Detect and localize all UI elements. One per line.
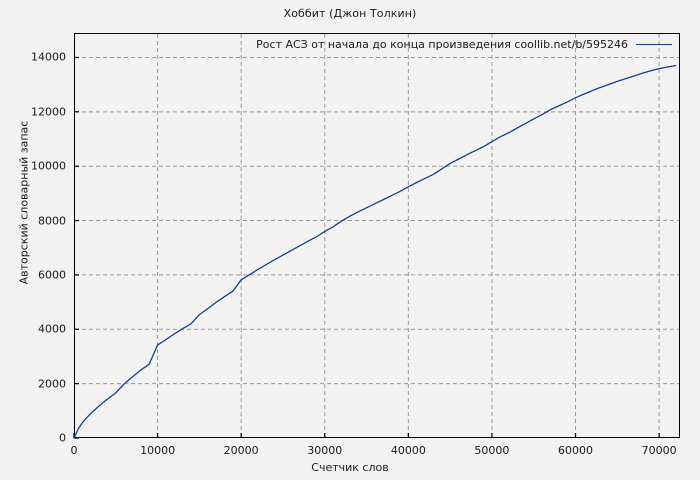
- plot-area: [74, 33, 680, 438]
- x-tick-label: 30000: [307, 444, 343, 457]
- y-tick-label: 10000: [31, 159, 66, 173]
- y-tick-label: 14000: [31, 50, 66, 64]
- legend-color-swatch: [636, 43, 672, 45]
- y-tick-label: 0: [59, 431, 66, 445]
- y-tick-label: 8000: [38, 214, 66, 228]
- x-tick-label: 20000: [223, 444, 259, 457]
- chart-legend: Рост АСЗ от начала до конца произведения…: [74, 33, 680, 55]
- y-axis-title: Авторский словарный запас: [17, 120, 31, 285]
- x-tick-label: 40000: [390, 444, 426, 457]
- y-tick-label: 12000: [31, 105, 66, 119]
- chart-title: Хоббит (Джон Толкин): [283, 7, 417, 20]
- y-tick-label: 6000: [38, 268, 66, 282]
- x-tick-label: 10000: [140, 444, 176, 457]
- legend-entry-label: Рост АСЗ от начала до конца произведения…: [256, 37, 628, 51]
- y-tick-label: 2000: [38, 377, 66, 391]
- x-tick-label: 60000: [558, 444, 594, 457]
- x-tick-label: 0: [70, 444, 78, 457]
- y-tick-label: 4000: [38, 322, 66, 336]
- x-tick-label: 70000: [641, 444, 677, 457]
- y-axis-tick-labels: 0 2000 4000 6000 8000 10000 12000 14000: [0, 0, 66, 480]
- x-tick-label: 50000: [474, 444, 510, 457]
- x-axis-title: Счетчик слов: [311, 461, 389, 474]
